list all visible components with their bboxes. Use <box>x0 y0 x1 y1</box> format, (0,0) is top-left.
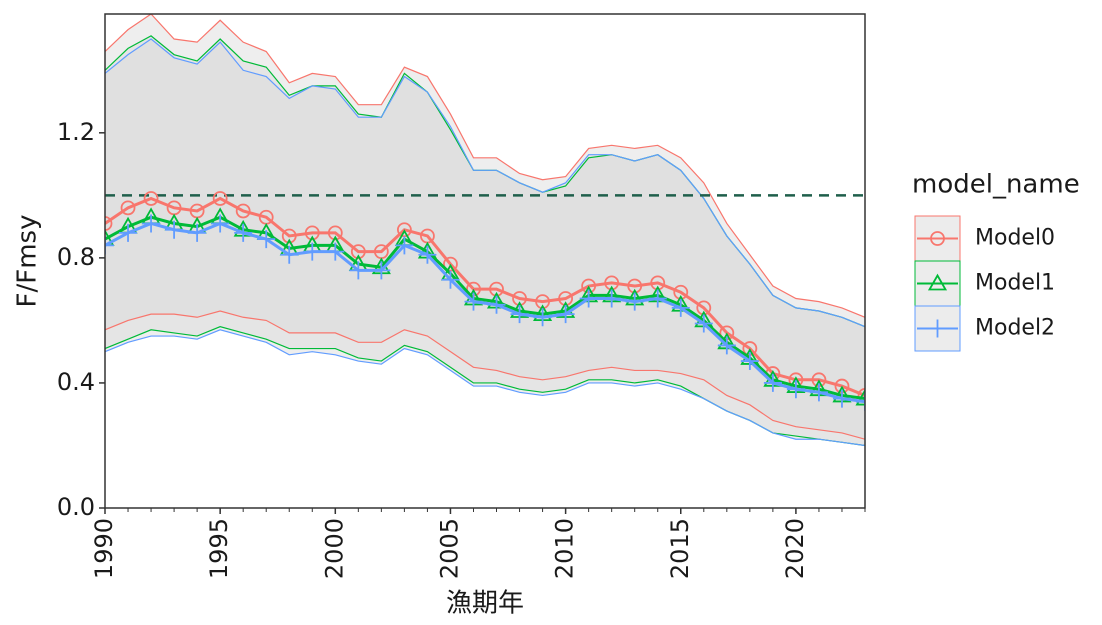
band-edge <box>105 14 865 318</box>
legend-label: Model2 <box>975 316 1055 341</box>
legend-label: Model1 <box>975 271 1055 296</box>
marker <box>396 222 412 238</box>
marker <box>673 284 689 300</box>
marker <box>418 245 437 264</box>
marker <box>443 256 458 272</box>
marker <box>441 270 460 289</box>
marker <box>119 223 138 242</box>
marker <box>212 191 228 206</box>
y-tick-label: 0.8 <box>57 243 95 271</box>
marker <box>857 388 865 403</box>
y-tick-label: 0.4 <box>57 368 95 396</box>
y-tick-label: 1.2 <box>57 118 95 146</box>
plot-area <box>105 14 865 447</box>
marker <box>694 314 713 333</box>
band-edge <box>105 329 865 447</box>
legend-marker <box>930 231 945 246</box>
marker <box>671 298 690 317</box>
marker <box>696 300 712 316</box>
marker <box>602 289 621 308</box>
x-tick-label: 2000 <box>320 518 348 579</box>
x-axis-title: 漁期年 <box>446 589 524 619</box>
marker <box>349 261 368 280</box>
x-tick-label: 1990 <box>90 518 118 579</box>
marker <box>510 305 529 324</box>
marker <box>627 278 643 294</box>
y-axis-title: F/Fmsy <box>13 215 43 308</box>
legend-marker <box>928 319 947 338</box>
marker <box>234 223 253 242</box>
marker <box>625 292 644 311</box>
x-tick-label: 2020 <box>781 518 809 579</box>
confidence-band <box>105 39 865 446</box>
marker <box>395 236 414 255</box>
marker <box>487 295 506 314</box>
marker <box>372 261 391 280</box>
marker <box>165 220 184 239</box>
marker <box>464 292 483 311</box>
marker <box>142 214 161 233</box>
marker <box>489 281 504 297</box>
band-edge <box>105 310 865 440</box>
marker <box>281 228 297 244</box>
marker <box>650 275 666 291</box>
x-tick-label: 2015 <box>666 518 694 579</box>
marker <box>235 203 251 219</box>
marker <box>303 242 322 261</box>
marker <box>120 200 136 216</box>
marker <box>304 225 320 241</box>
marker <box>535 294 550 310</box>
series-line <box>105 196 865 397</box>
legend-label: Model0 <box>975 226 1055 251</box>
marker <box>648 289 667 308</box>
marker <box>280 245 299 264</box>
x-tick-label: 2005 <box>435 518 463 579</box>
legend-marker <box>927 273 948 291</box>
marker <box>105 229 115 247</box>
marker <box>105 236 114 255</box>
x-tick-label: 2010 <box>551 518 579 579</box>
series-line <box>105 215 865 401</box>
confidence-band <box>105 35 865 446</box>
marker <box>350 244 366 260</box>
marker <box>327 225 343 241</box>
series-line <box>105 221 865 404</box>
marker <box>257 230 276 249</box>
marker <box>188 223 207 242</box>
marker <box>556 305 575 324</box>
marker <box>512 291 527 306</box>
marker <box>604 275 620 291</box>
marker <box>740 352 759 371</box>
marker <box>558 291 574 306</box>
marker <box>832 389 851 408</box>
marker <box>717 336 736 355</box>
marker <box>856 392 865 411</box>
marker <box>579 289 598 308</box>
panel-border <box>104 13 866 509</box>
marker <box>211 214 230 233</box>
marker <box>533 308 552 327</box>
y-tick-label: 0.0 <box>57 493 95 521</box>
marker <box>763 373 782 392</box>
marker <box>105 216 113 231</box>
legend-title: model_name <box>912 170 1080 200</box>
band-edge <box>105 38 865 328</box>
marker <box>326 242 345 261</box>
marker <box>143 191 159 206</box>
x-tick-label: 1995 <box>205 518 233 579</box>
marker <box>786 380 805 399</box>
marker <box>855 388 865 406</box>
marker <box>809 383 828 402</box>
